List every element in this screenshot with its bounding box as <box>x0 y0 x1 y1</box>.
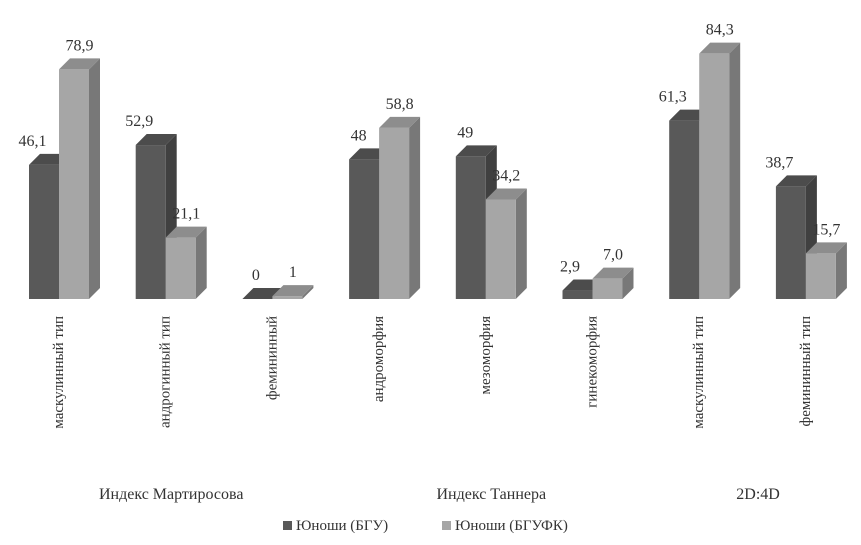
legend-label-1: Юноши (БГУ) <box>296 518 388 534</box>
bar-s2-c4 <box>379 116 421 299</box>
value-label-s1-c1: 46,1 <box>19 133 47 150</box>
bar-s1-c8 <box>775 175 817 299</box>
value-label-s2-c8: 15,7 <box>812 221 840 238</box>
value-label-s1-c8: 38,7 <box>765 154 793 171</box>
category-label-4: андроморфия <box>371 316 387 402</box>
bar-s2-c3 <box>272 285 314 299</box>
value-label-s2-c1: 78,9 <box>66 37 94 54</box>
legend: Юноши (БГУ) Юноши (БГУФК) <box>283 518 568 534</box>
category-label-8: фемининный тип <box>798 316 814 426</box>
category-label-1: маскулинный тип <box>51 316 67 429</box>
bar-s1-c2 <box>135 134 177 299</box>
value-label-s1-c7: 61,3 <box>659 89 687 106</box>
value-label-s2-c5: 34,2 <box>492 167 520 184</box>
category-label-5: мезоморфия <box>478 316 494 395</box>
group-label-3: 2D:4D <box>736 486 780 503</box>
value-label-s1-c4: 48 <box>351 127 367 144</box>
value-label-s1-c5: 49 <box>457 124 473 141</box>
legend-label-2: Юноши (БГУФК) <box>455 518 568 534</box>
legend-swatch-2 <box>442 521 451 530</box>
value-label-s1-c2: 52,9 <box>125 113 153 130</box>
bar-s2-c5 <box>485 188 527 299</box>
value-label-s2-c2: 21,1 <box>172 206 200 223</box>
bar-s2-c7 <box>699 42 741 300</box>
value-label-s2-c4: 58,8 <box>386 96 414 113</box>
group-label-1: Индекс Мартиросова <box>99 486 243 503</box>
bar-s2-c8 <box>805 242 847 299</box>
value-label-s2-c6: 7,0 <box>603 247 623 264</box>
category-label-3: фемининный <box>264 316 280 400</box>
value-label-s1-c3: 0 <box>252 267 260 284</box>
category-label-7: маскулинный тип <box>691 316 707 429</box>
category-label-2: андрогинный тип <box>158 316 174 428</box>
bar-s2-c6 <box>592 267 634 299</box>
value-label-s2-c7: 84,3 <box>706 22 734 39</box>
bar-s2-c2 <box>165 226 207 299</box>
bar-s2-c1 <box>59 58 100 299</box>
group-label-2: Индекс Таннера <box>436 486 546 503</box>
legend-swatch-1 <box>283 521 292 530</box>
category-label-6: гинекоморфия <box>585 316 601 408</box>
value-label-s1-c6: 2,9 <box>560 259 580 276</box>
value-label-s2-c3: 1 <box>289 264 297 281</box>
